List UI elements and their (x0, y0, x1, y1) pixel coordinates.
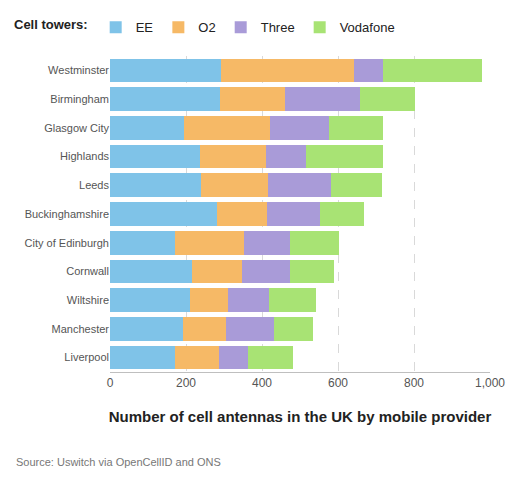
svg-text:O2: O2 (198, 20, 215, 35)
svg-text:Source: Uswitch via OpenCellID: Source: Uswitch via OpenCellID and ONS (16, 456, 221, 468)
svg-text:Number of cell antennas in the: Number of cell antennas in the UK by mob… (109, 408, 492, 425)
svg-text:Birmingham: Birmingham (50, 93, 109, 105)
svg-text:EE: EE (136, 20, 154, 35)
svg-text:Liverpool: Liverpool (64, 351, 109, 363)
svg-text:800: 800 (404, 376, 424, 390)
svg-text:City of Edinburgh: City of Edinburgh (25, 237, 109, 249)
svg-text:Cornwall: Cornwall (66, 265, 109, 277)
svg-text:Buckinghamshire: Buckinghamshire (25, 208, 109, 220)
svg-text:1,000: 1,000 (475, 376, 505, 390)
svg-text:Wiltshire: Wiltshire (67, 294, 109, 306)
svg-text:Cell towers:: Cell towers: (14, 17, 88, 32)
svg-text:Highlands: Highlands (60, 150, 109, 162)
svg-text:400: 400 (252, 376, 272, 390)
svg-text:200: 200 (176, 376, 196, 390)
svg-text:Vodafone: Vodafone (340, 20, 395, 35)
svg-text:Three: Three (261, 20, 295, 35)
svg-text:0: 0 (107, 376, 114, 390)
svg-text:Leeds: Leeds (79, 179, 109, 191)
svg-text:Westminster: Westminster (48, 64, 109, 76)
svg-text:600: 600 (328, 376, 348, 390)
svg-text:Manchester: Manchester (52, 323, 110, 335)
svg-text:Glasgow City: Glasgow City (44, 122, 109, 134)
